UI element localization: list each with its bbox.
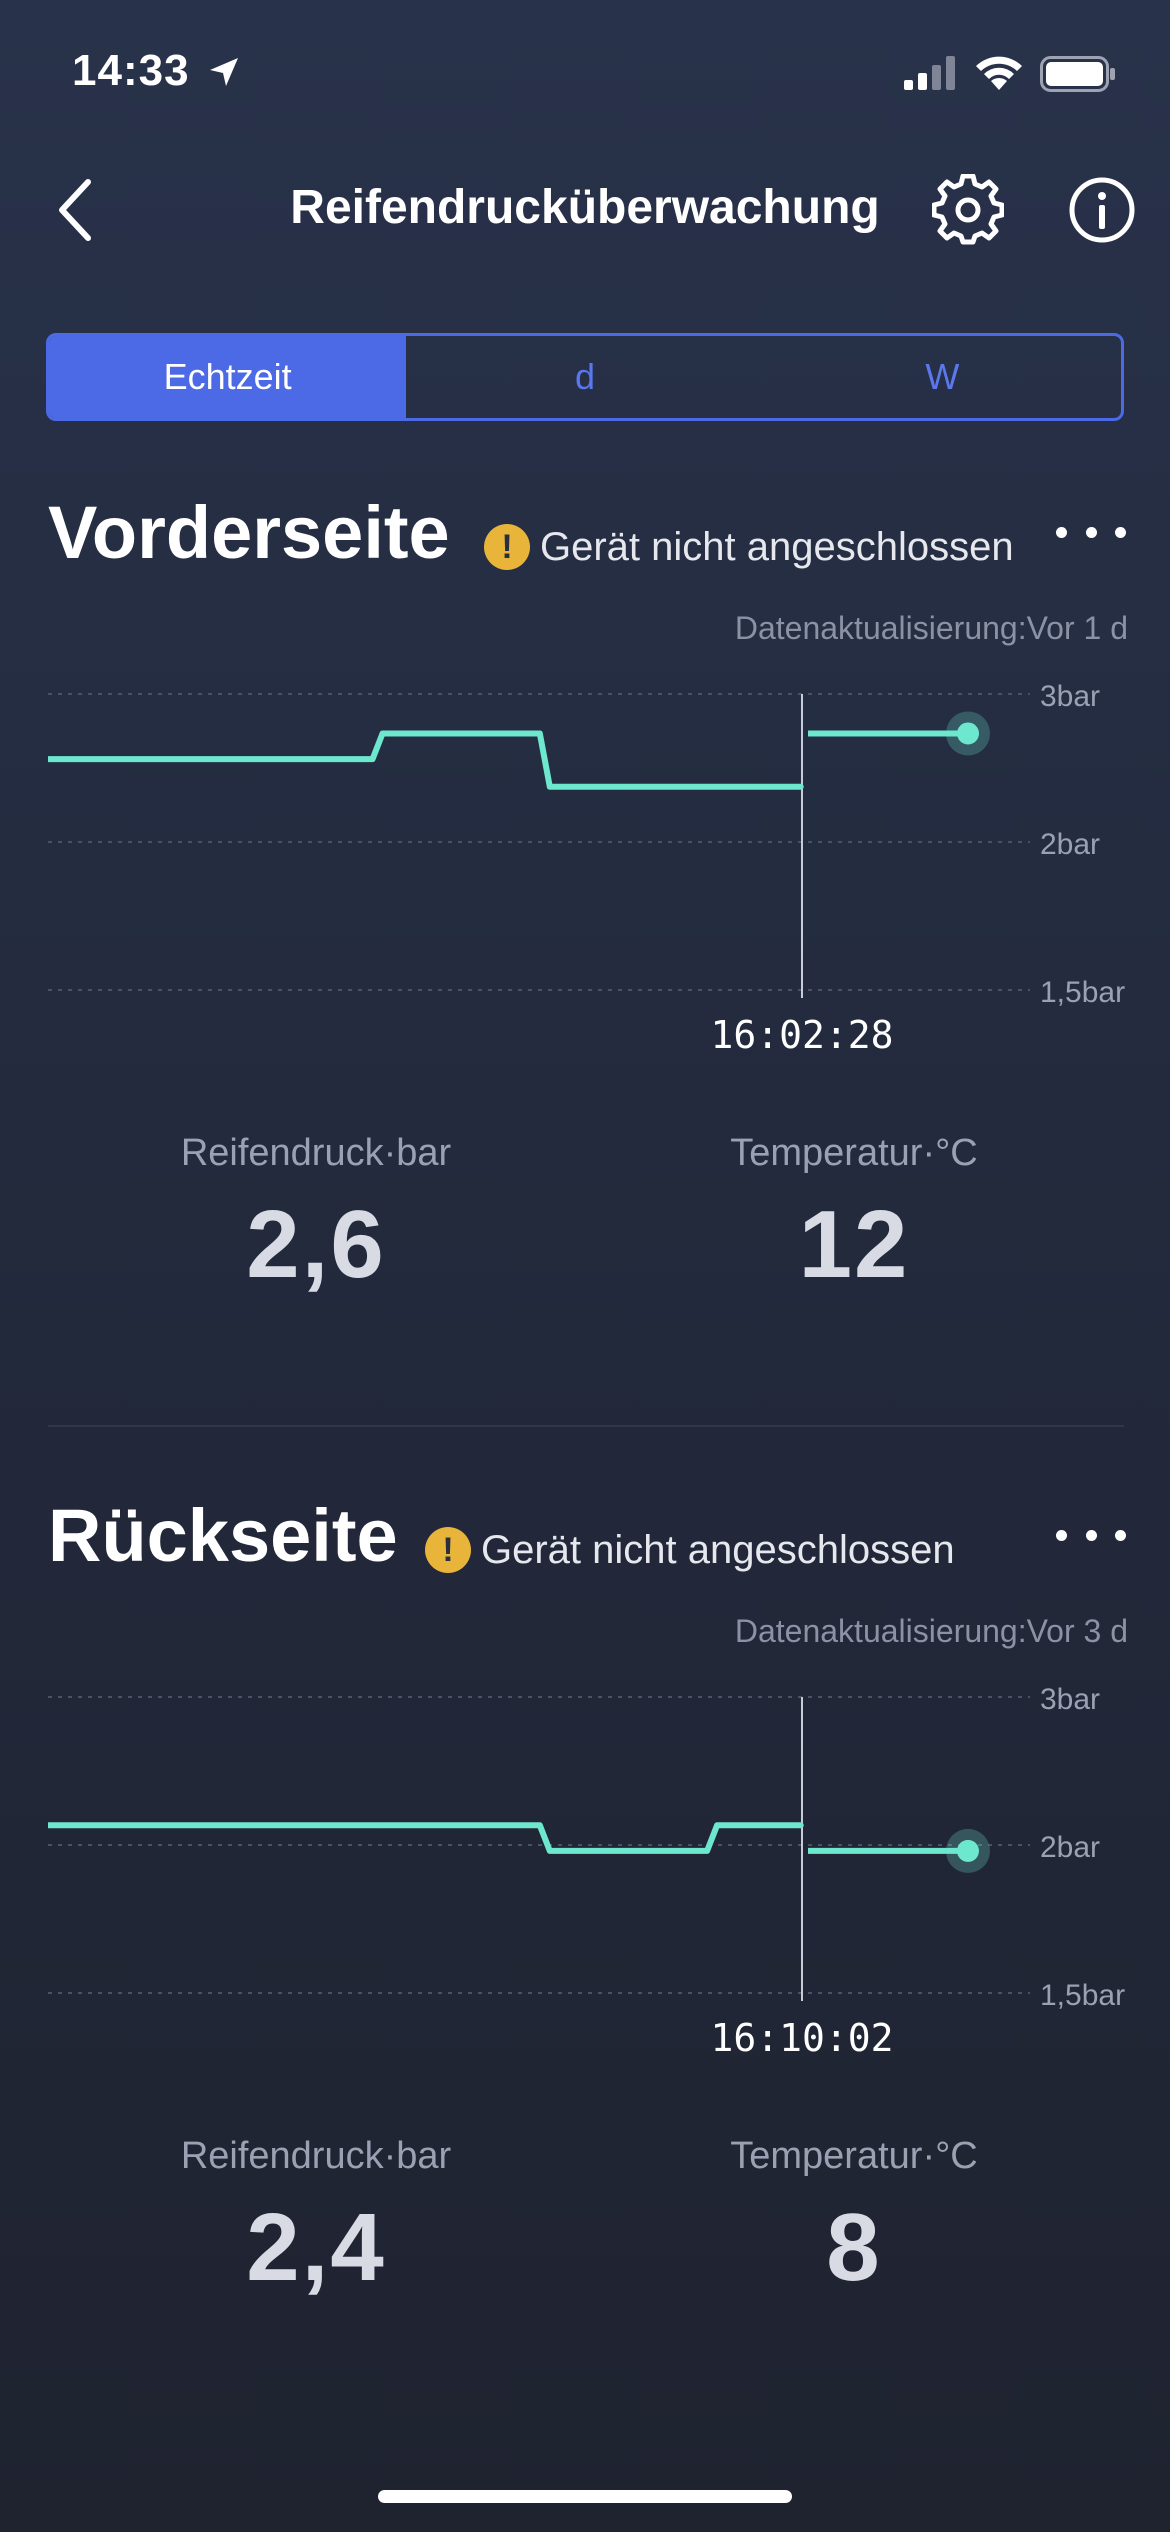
rear-warning-text: Gerät nicht angeschlossen [481, 1527, 955, 1572]
wifi-icon [976, 56, 1022, 90]
rear-temp-value: 8 [826, 2194, 882, 2301]
status-time: 14:33 [72, 46, 190, 95]
more-dot-icon [1056, 526, 1067, 538]
y-tick-label: 2bar [1040, 1831, 1100, 1864]
rear-temp-label: Temperatur·°C [730, 2135, 978, 2177]
warning-icon: ! [484, 524, 530, 570]
front-section: Vorderseite ! Gerät nicht angeschlossen … [0, 490, 1170, 1298]
front-pressure-value: 2,6 [246, 1191, 386, 1298]
y-tick-label: 3bar [1040, 680, 1100, 713]
more-dot-icon [1056, 1529, 1067, 1541]
front-pressure-chart[interactable]: 3bar 2bar 1,5bar 16:02:28 [0, 660, 1170, 1080]
front-more-button[interactable] [1056, 512, 1126, 552]
info-button[interactable] [1066, 174, 1138, 246]
rear-pressure-label: Reifendruck·bar [180, 2135, 452, 2177]
tab-realtime[interactable]: Echtzeit [49, 336, 407, 418]
more-dot-icon [1085, 1529, 1097, 1541]
back-button[interactable] [36, 172, 112, 248]
last-point [957, 1839, 979, 1862]
front-warning: ! Gerät nicht angeschlossen [484, 524, 1014, 570]
y-tick-label: 1,5bar [1040, 976, 1125, 1009]
front-pressure-label: Reifendruck·bar [180, 1132, 452, 1174]
rear-pressure-value: 2,4 [246, 2194, 386, 2301]
gear-icon [931, 173, 1005, 245]
page-title: Reifendrucküberwachung [290, 181, 880, 234]
section-divider [48, 1425, 1124, 1427]
settings-button[interactable] [931, 173, 1005, 246]
front-updated-text: Datenaktualisierung:Vor 1 d [734, 610, 1128, 646]
info-icon [1069, 177, 1135, 243]
home-indicator[interactable] [378, 2490, 792, 2503]
cursor-time-label: 16:02:28 [710, 1013, 893, 1057]
battery-icon [1040, 56, 1115, 92]
cellular-signal-icon [904, 56, 955, 90]
last-point [957, 722, 979, 745]
rear-warning: ! Gerät nicht angeschlossen [425, 1527, 955, 1573]
more-dot-icon [1115, 1529, 1126, 1541]
tab-day[interactable]: d [574, 356, 595, 397]
rear-pressure-chart[interactable]: 3bar 2bar 1,5bar 16:10:02 [0, 1663, 1170, 2083]
series-line [48, 1822, 968, 1854]
nav-bar: Reifendrucküberwachung [0, 160, 1170, 260]
rear-updated-text: Datenaktualisierung:Vor 3 d [734, 1613, 1128, 1649]
rear-title: Rückseite [48, 1494, 398, 1577]
rear-more-button[interactable] [1056, 1515, 1126, 1555]
more-dot-icon [1085, 526, 1097, 538]
front-temp-label: Temperatur·°C [730, 1132, 978, 1174]
status-bar: 14:33 [0, 0, 1170, 140]
tab-week[interactable]: W [925, 356, 960, 397]
front-temp-value: 12 [798, 1191, 910, 1298]
warning-icon: ! [425, 1527, 471, 1573]
series-line [48, 730, 968, 790]
front-warning-text: Gerät nicht angeschlossen [540, 524, 1014, 569]
y-tick-label: 2bar [1040, 828, 1100, 861]
y-tick-label: 1,5bar [1040, 1979, 1125, 2012]
front-title: Vorderseite [48, 491, 450, 574]
rear-section: Rückseite ! Gerät nicht angeschlossen Da… [0, 1493, 1170, 2301]
chevron-left-icon [59, 179, 91, 241]
period-tabs: Echtzeit d W [46, 333, 1124, 421]
cursor-time-label: 16:10:02 [710, 2016, 893, 2060]
more-dot-icon [1115, 526, 1126, 538]
location-arrow-icon [210, 58, 238, 86]
y-tick-label: 3bar [1040, 1683, 1100, 1716]
